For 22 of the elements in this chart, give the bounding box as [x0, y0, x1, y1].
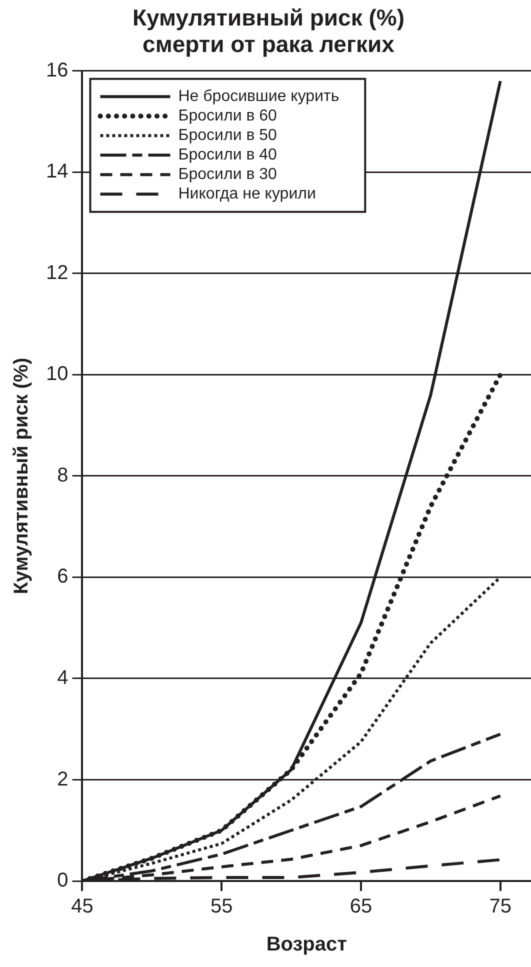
y-tick-label: 16: [46, 59, 68, 82]
x-axis-title: Возраст: [266, 934, 348, 956]
y-tick-label: 8: [57, 464, 68, 486]
legend-label: Бросили в 30: [178, 166, 278, 184]
legend-label: Бросили в 50: [178, 127, 278, 144]
y-tick-label: 10: [46, 363, 68, 386]
x-tick-label: 45: [71, 896, 94, 918]
legend-label: Бросили в 40: [178, 146, 278, 164]
y-tick-label: 12: [46, 262, 68, 284]
chart-title: Кумулятивный риск (%) смерти от рака легких: [132, 4, 405, 58]
legend-label: Бросили в 60: [178, 108, 278, 125]
y-tick-label: 14: [46, 160, 68, 183]
x-tick-label: 65: [350, 896, 372, 918]
y-tick-label: 0: [57, 870, 68, 892]
y-axis-title: Кумулятивный риск (%): [10, 358, 33, 594]
y-tick-label: 2: [57, 768, 68, 790]
legend-label: Не бросившие курить: [178, 88, 340, 106]
legend-label: Никогда не курили: [178, 186, 316, 203]
x-tick-label: 75: [489, 896, 512, 918]
y-tick-label: 6: [57, 566, 68, 588]
y-tick-label: 4: [57, 666, 68, 689]
x-tick-label: 55: [210, 896, 233, 918]
